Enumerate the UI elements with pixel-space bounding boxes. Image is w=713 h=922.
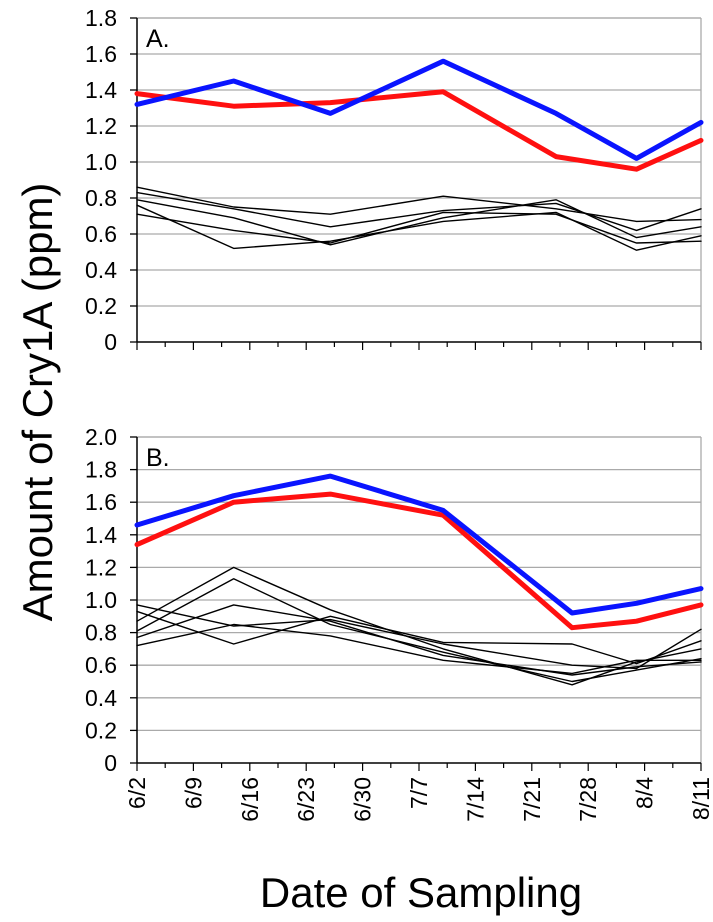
black-series-line <box>136 204 702 251</box>
y-tick-label: 1.8 <box>85 5 117 31</box>
y-tick-label: 0.6 <box>85 652 117 678</box>
black-series-line <box>136 211 702 244</box>
x-tick-label: 7/28 <box>575 777 601 822</box>
black-series-line <box>136 610 702 665</box>
y-tick-label: 1.4 <box>85 77 117 103</box>
x-tick-label: 7/7 <box>406 777 432 809</box>
y-tick-label: 0 <box>104 750 117 776</box>
y-tick-label: 0.4 <box>85 257 117 283</box>
chart-panel-b: 0 0.2 0.4 0.6 0.8 1.0 1.2 1.4 1.6 1.8 2.0 6/2 6/9 6/1… <box>85 424 713 822</box>
y-tick-label: 0.8 <box>85 185 117 211</box>
x-tick-label: 6/2 <box>124 777 150 809</box>
y-tick-label: 1.0 <box>85 149 117 175</box>
black-series-line <box>136 186 702 223</box>
black-series-line <box>136 199 702 246</box>
blue-series-line <box>134 58 704 161</box>
x-tick-label: 6/23 <box>293 777 319 822</box>
x-tick-label: 8/11 <box>688 777 713 820</box>
red-series-line <box>134 89 704 172</box>
black-series-line <box>136 604 702 676</box>
x-tick-label: 7/21 <box>519 777 545 822</box>
black-series-line <box>136 623 702 675</box>
black-series-line <box>136 566 702 686</box>
x-axis-title: Date of Sampling <box>260 869 582 916</box>
y-tick-label: 1.6 <box>85 41 117 67</box>
panel-label: A. <box>146 25 170 53</box>
y-tick-label: 0 <box>104 329 117 355</box>
x-tick-label: 6/9 <box>180 777 206 809</box>
y-tick-label: 0.4 <box>85 685 117 711</box>
x-tick-label: 6/30 <box>350 777 376 822</box>
y-tick-label: 2.0 <box>85 424 117 450</box>
y-tick-label: 1.2 <box>85 554 117 580</box>
chart-panel-a: 0 0.2 0.4 0.6 0.8 1.0 1.2 1.4 1.6 1.8 A. <box>85 5 704 355</box>
black-series-line <box>136 578 702 683</box>
x-tick-label: 7/14 <box>462 777 488 822</box>
y-tick-label: 0.2 <box>85 717 117 743</box>
panel-label: B. <box>146 444 170 472</box>
y-tick-label: 1.2 <box>85 113 117 139</box>
y-tick-label: 0.2 <box>85 293 117 319</box>
y-tick-label: 1.0 <box>85 587 117 613</box>
y-tick-label: 0.6 <box>85 221 117 247</box>
red-series-line <box>134 491 704 631</box>
x-tick-label: 8/4 <box>632 777 658 809</box>
y-axis-title: Amount of Cry1A (ppm) <box>14 183 61 622</box>
y-tick-label: 1.6 <box>85 489 117 515</box>
x-tick-label: 6/16 <box>237 777 263 822</box>
black-series-line <box>136 604 702 670</box>
y-tick-label: 0.8 <box>85 620 117 646</box>
y-tick-label: 1.4 <box>85 522 117 548</box>
black-series-line <box>136 191 702 232</box>
y-tick-label: 1.8 <box>85 457 117 483</box>
blue-series-line <box>134 473 704 616</box>
